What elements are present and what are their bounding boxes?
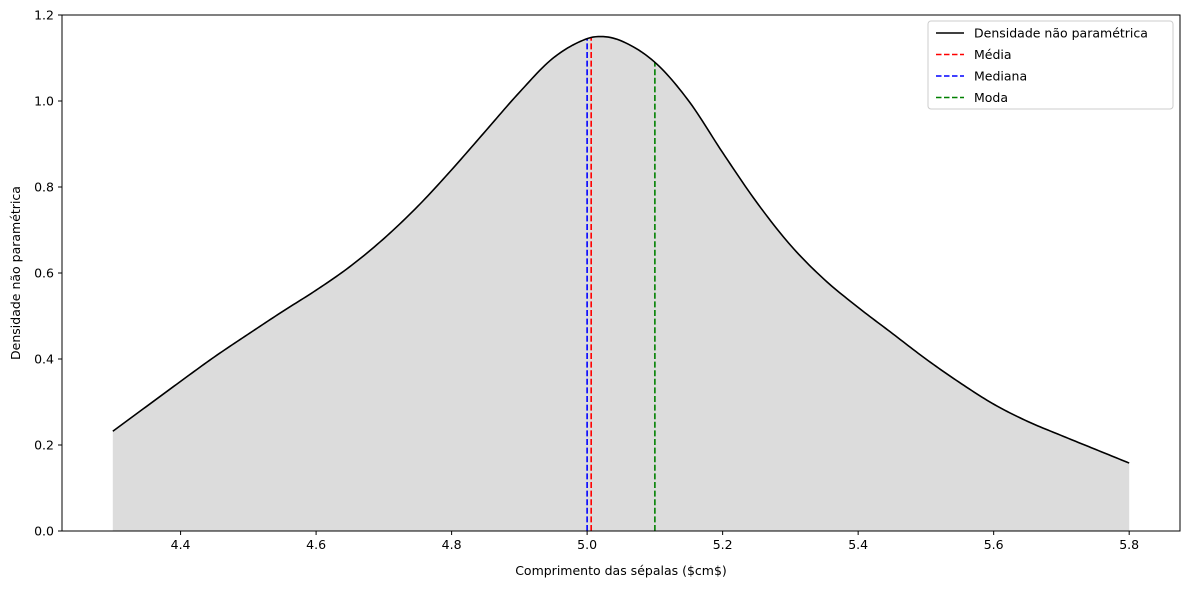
y-tick-label: 1.2 bbox=[34, 8, 54, 23]
x-tick-label: 5.4 bbox=[848, 537, 868, 552]
legend-box bbox=[927, 20, 1174, 110]
y-tick-label: 0.8 bbox=[34, 180, 54, 195]
legend: Densidade não paramétrica Média Mediana Mod… bbox=[927, 20, 1174, 110]
y-tick-label: 0.2 bbox=[34, 438, 54, 453]
x-tick-label: 5.2 bbox=[713, 537, 733, 552]
plot-area bbox=[112, 35, 1130, 531]
x-tick-label: 4.4 bbox=[171, 537, 191, 552]
y-axis: 0.0 0.2 0.4 0.6 0.8 1.0 1.2 bbox=[34, 8, 62, 539]
legend-label: Média bbox=[974, 47, 1012, 62]
x-axis: 4.4 4.6 4.8 5.0 5.2 5.4 5.6 5.8 bbox=[171, 531, 1139, 552]
y-tick-label: 1.0 bbox=[34, 94, 54, 109]
x-tick-label: 5.6 bbox=[984, 537, 1004, 552]
legend-label: Mediana bbox=[974, 69, 1027, 84]
y-tick-label: 0.6 bbox=[34, 266, 54, 281]
x-axis-label: Comprimento das sépalas ($cm$) bbox=[515, 563, 727, 578]
x-tick-label: 4.8 bbox=[442, 537, 462, 552]
y-tick-label: 0.0 bbox=[34, 524, 54, 539]
x-tick-label: 5.8 bbox=[1119, 537, 1139, 552]
legend-label: Densidade não paramétrica bbox=[974, 26, 1148, 41]
y-tick-label: 0.4 bbox=[34, 352, 54, 367]
x-tick-label: 5.0 bbox=[577, 537, 597, 552]
x-tick-label: 4.6 bbox=[306, 537, 326, 552]
density-curve-line bbox=[112, 35, 1130, 464]
y-axis-label: Densidade não paramétrica bbox=[8, 186, 23, 360]
density-fill-area bbox=[112, 36, 1130, 531]
legend-label: Moda bbox=[974, 90, 1008, 105]
